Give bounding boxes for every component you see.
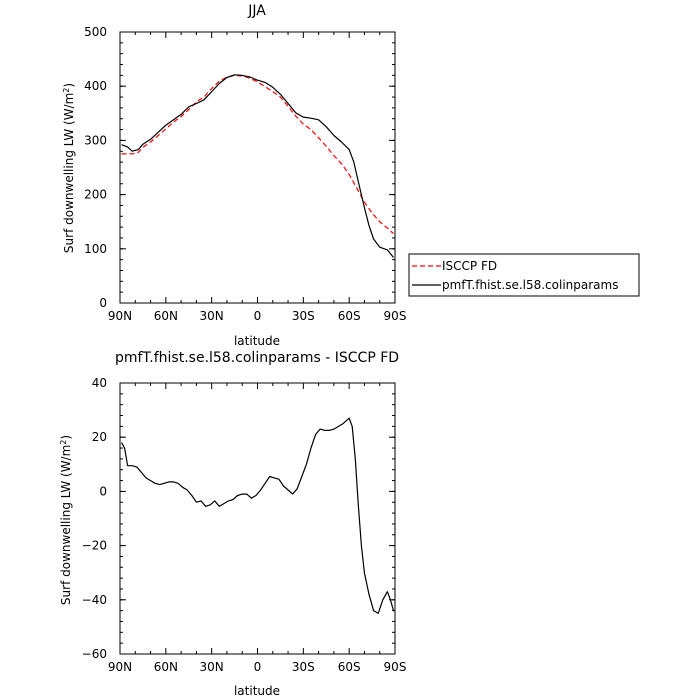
bottom-panel-ticks	[119, 382, 396, 655]
legend-box	[408, 253, 640, 297]
x-tick-label: 30N	[200, 309, 224, 323]
x-tick-label: 90S	[384, 309, 407, 323]
top-panel-y-axis-title: Surf downwelling LW (W/m2)	[62, 83, 76, 253]
bottom-panel-x-axis-title: latitude	[234, 684, 280, 698]
x-tick-label: 0	[254, 660, 262, 674]
x-tick-label: 60S	[338, 660, 361, 674]
series-line-isccp-fd	[121, 74, 394, 235]
legend: ISCCP FD pmfT.fhist.se.l58.colinparams	[408, 253, 640, 297]
top-panel-series	[121, 74, 394, 258]
x-tick-label: 30S	[292, 660, 315, 674]
top-panel-x-tick-labels: 90N 60N 30N 0 30S 60S 90S	[108, 309, 407, 323]
x-tick-label: 60N	[154, 660, 178, 674]
x-tick-label: 90S	[384, 660, 407, 674]
y-tick-label: −40	[82, 593, 107, 607]
x-tick-label: 60S	[338, 309, 361, 323]
bottom-panel-plot-frame	[119, 382, 396, 655]
y-tick-label: 40	[92, 376, 107, 390]
x-tick-label: 90N	[108, 309, 132, 323]
bottom-panel-series	[120, 417, 395, 615]
bottom-panel-x-tick-labels: 90N 60N 30N 0 30S 60S 90S	[108, 660, 407, 674]
top-panel-ticks	[119, 31, 396, 304]
y-tick-label: 0	[99, 484, 107, 498]
legend-label-isccp: ISCCP FD	[442, 259, 497, 273]
y-tick-label: 500	[84, 25, 107, 39]
x-tick-label: 30N	[200, 660, 224, 674]
top-panel: JJA 90N 60N 30N 0 30S 60S 90S 0 100 200 300 400 500…	[62, 3, 640, 348]
y-tick-label: 20	[92, 430, 107, 444]
y-tick-label: 0	[99, 296, 107, 310]
bottom-panel-title: pmfT.fhist.se.l58.colinparams - ISCCP FD	[115, 350, 399, 366]
y-tick-label: 400	[84, 79, 107, 93]
y-tick-label: 200	[84, 188, 107, 202]
y-tick-label: −20	[82, 539, 107, 553]
x-tick-label: 60N	[154, 309, 178, 323]
top-panel-title: JJA	[247, 3, 266, 19]
x-tick-label: 90N	[108, 660, 132, 674]
y-tick-label: 100	[84, 242, 107, 256]
series-line-difference	[120, 417, 395, 615]
bottom-panel-y-axis-title: Surf downwelling LW (W/m2)	[59, 435, 73, 605]
top-panel-y-tick-labels: 0 100 200 300 400 500	[84, 25, 107, 310]
x-tick-label: 0	[254, 309, 262, 323]
y-tick-label: 300	[84, 133, 107, 147]
series-line-pmft-fhist-se-l58-colinparams	[121, 74, 394, 258]
top-panel-plot-frame	[119, 31, 396, 304]
x-tick-label: 30S	[292, 309, 315, 323]
bottom-panel: pmfT.fhist.se.l58.colinparams - ISCCP FD…	[59, 350, 406, 698]
y-tick-label: −60	[82, 647, 107, 661]
legend-label-model: pmfT.fhist.se.l58.colinparams	[442, 278, 618, 292]
top-panel-x-axis-title: latitude	[234, 334, 280, 348]
bottom-panel-y-tick-labels: −60 −40 −20 0 20 40	[82, 376, 107, 661]
